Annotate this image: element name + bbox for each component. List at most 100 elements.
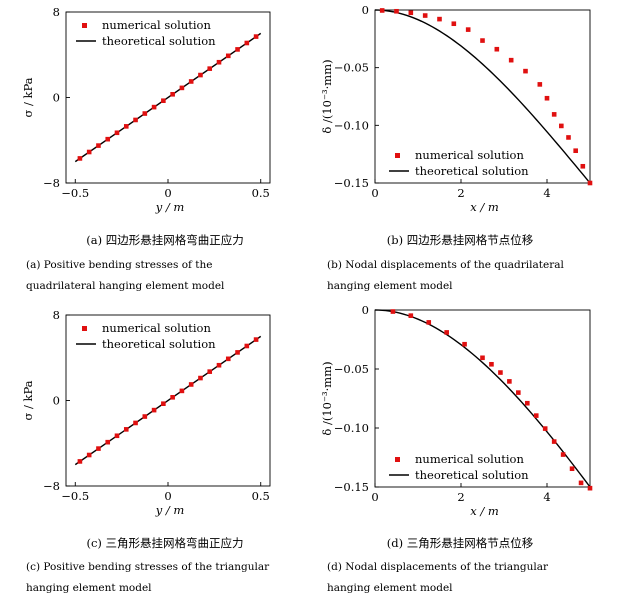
numerical-marker	[207, 66, 213, 71]
numerical-marker	[151, 104, 157, 110]
numerical-marker	[114, 433, 120, 439]
x-tick-label: −0.5	[61, 489, 89, 503]
x-tick-label: 2	[457, 186, 464, 200]
numerical-marker	[426, 320, 432, 325]
numerical-marker	[480, 38, 485, 43]
y-tick-label: −0.15	[334, 176, 369, 190]
numerical-marker	[179, 85, 185, 91]
numerical-marker	[123, 124, 129, 129]
numerical-marker	[105, 439, 111, 445]
numerical-marker	[244, 40, 250, 46]
numerical-marker	[578, 480, 584, 486]
y-tick-label: 8	[53, 5, 60, 19]
numerical-marker	[216, 59, 222, 65]
numerical-marker	[494, 46, 500, 52]
numerical-marker	[142, 414, 148, 419]
x-tick-label: 0	[371, 186, 378, 200]
y-tick-label: 0	[362, 3, 369, 17]
caption-cn-a: (a) 四边形悬挂网格弯曲正应力	[86, 233, 244, 247]
numerical-marker	[161, 401, 166, 407]
x-tick-label: −0.5	[61, 186, 89, 200]
x-axis-label: y / m	[155, 200, 185, 214]
numerical-marker	[170, 91, 175, 97]
legend: numerical solution theoretical solution	[389, 452, 529, 482]
caption-cn-d: (d) 三角形悬挂网格节点位移	[386, 536, 534, 550]
theoretical-line	[74, 335, 262, 466]
numerical-marker	[580, 163, 586, 169]
x-tick-label: 0.5	[252, 186, 270, 200]
numerical-marker	[198, 375, 203, 381]
numerical-marker	[537, 82, 543, 87]
numerical-marker	[573, 148, 578, 154]
y-tick-label: 8	[53, 308, 60, 322]
caption-cn-c: (c) 三角形悬挂网格弯曲正应力	[86, 536, 244, 550]
y-tick-label: 0	[53, 91, 60, 105]
numerical-marker	[244, 343, 250, 349]
numerical-marker	[77, 156, 83, 161]
numerical-marker	[542, 426, 548, 431]
numerical-marker	[96, 143, 101, 148]
numerical-marker	[179, 388, 185, 394]
x-tick-label: 4	[543, 186, 550, 200]
numerical-marker	[253, 337, 259, 342]
numerical-marker	[142, 111, 148, 116]
x-tick-label: 0	[164, 489, 171, 503]
numerical-marker	[508, 57, 514, 63]
numerical-marker	[544, 95, 550, 101]
legend-marker-numerical	[82, 326, 87, 331]
x-tick-label: 4	[543, 490, 550, 504]
numerical-marker	[498, 370, 503, 375]
numerical-marker	[188, 382, 194, 387]
numerical-marker	[451, 21, 457, 27]
numerical-marker	[235, 350, 240, 355]
numerical-marker	[86, 452, 92, 458]
caption-en-c: (c) Positive bending stresses of the tri…	[26, 561, 270, 594]
legend-marker-numerical	[82, 23, 87, 28]
x-axis-label: y / m	[155, 503, 185, 517]
numerical-marker	[587, 180, 593, 186]
legend-label-numerical: numerical solution	[415, 148, 524, 162]
numerical-marker	[105, 136, 111, 142]
y-tick-label: −8	[43, 176, 60, 190]
y-axis-label: δ /(10⁻³·mm)	[320, 361, 334, 435]
x-tick-label: 0.5	[252, 489, 270, 503]
numerical-marker	[489, 361, 494, 367]
numerical-marker	[480, 355, 485, 361]
numerical-marker	[133, 117, 138, 123]
legend-label-numerical: numerical solution	[102, 321, 211, 335]
numerical-marker	[560, 452, 566, 457]
y-tick-label: 0	[362, 303, 369, 317]
y-tick-label: −0.15	[334, 480, 369, 494]
x-axis-label: x / m	[470, 504, 499, 518]
numerical-marker	[422, 13, 428, 18]
x-tick-label: 2	[457, 490, 464, 504]
x-axis-label: x / m	[470, 200, 499, 214]
numerical-marker	[96, 446, 101, 451]
numerical-marker	[253, 34, 259, 39]
caption-en-d: (d) Nodal displacements of the triangula…	[327, 561, 549, 594]
y-axis-label: σ / kPa	[21, 380, 35, 420]
caption-en-a: (a) Positive bending stresses of the qua…	[26, 259, 225, 292]
legend-label-theoretical: theoretical solution	[102, 337, 216, 351]
numerical-marker	[569, 466, 575, 472]
y-tick-label: −0.10	[334, 421, 369, 435]
numerical-marker	[379, 8, 385, 13]
legend-label-numerical: numerical solution	[102, 18, 211, 32]
numerical-marker	[225, 356, 231, 362]
y-tick-label: −0.10	[334, 118, 369, 132]
legend-label-theoretical: theoretical solution	[102, 34, 216, 48]
caption-en-b: (b) Nodal displacements of the quadrilat…	[327, 259, 564, 292]
legend: numerical solution theoretical solution	[389, 148, 529, 178]
numerical-marker	[465, 27, 471, 32]
numerical-marker	[437, 16, 442, 22]
numerical-marker	[216, 362, 222, 368]
numerical-marker	[551, 439, 557, 444]
numerical-marker	[408, 313, 414, 318]
numerical-marker	[394, 8, 399, 14]
chart-a: −0.5 0 0.5 −8 0 8 y / m σ / kPa numerical soluti…	[21, 5, 271, 214]
numerical-marker	[235, 47, 240, 52]
numerical-marker	[523, 68, 528, 74]
legend: numerical solution theoretical solution	[76, 321, 216, 351]
y-axis-label: σ / kPa	[21, 77, 35, 117]
